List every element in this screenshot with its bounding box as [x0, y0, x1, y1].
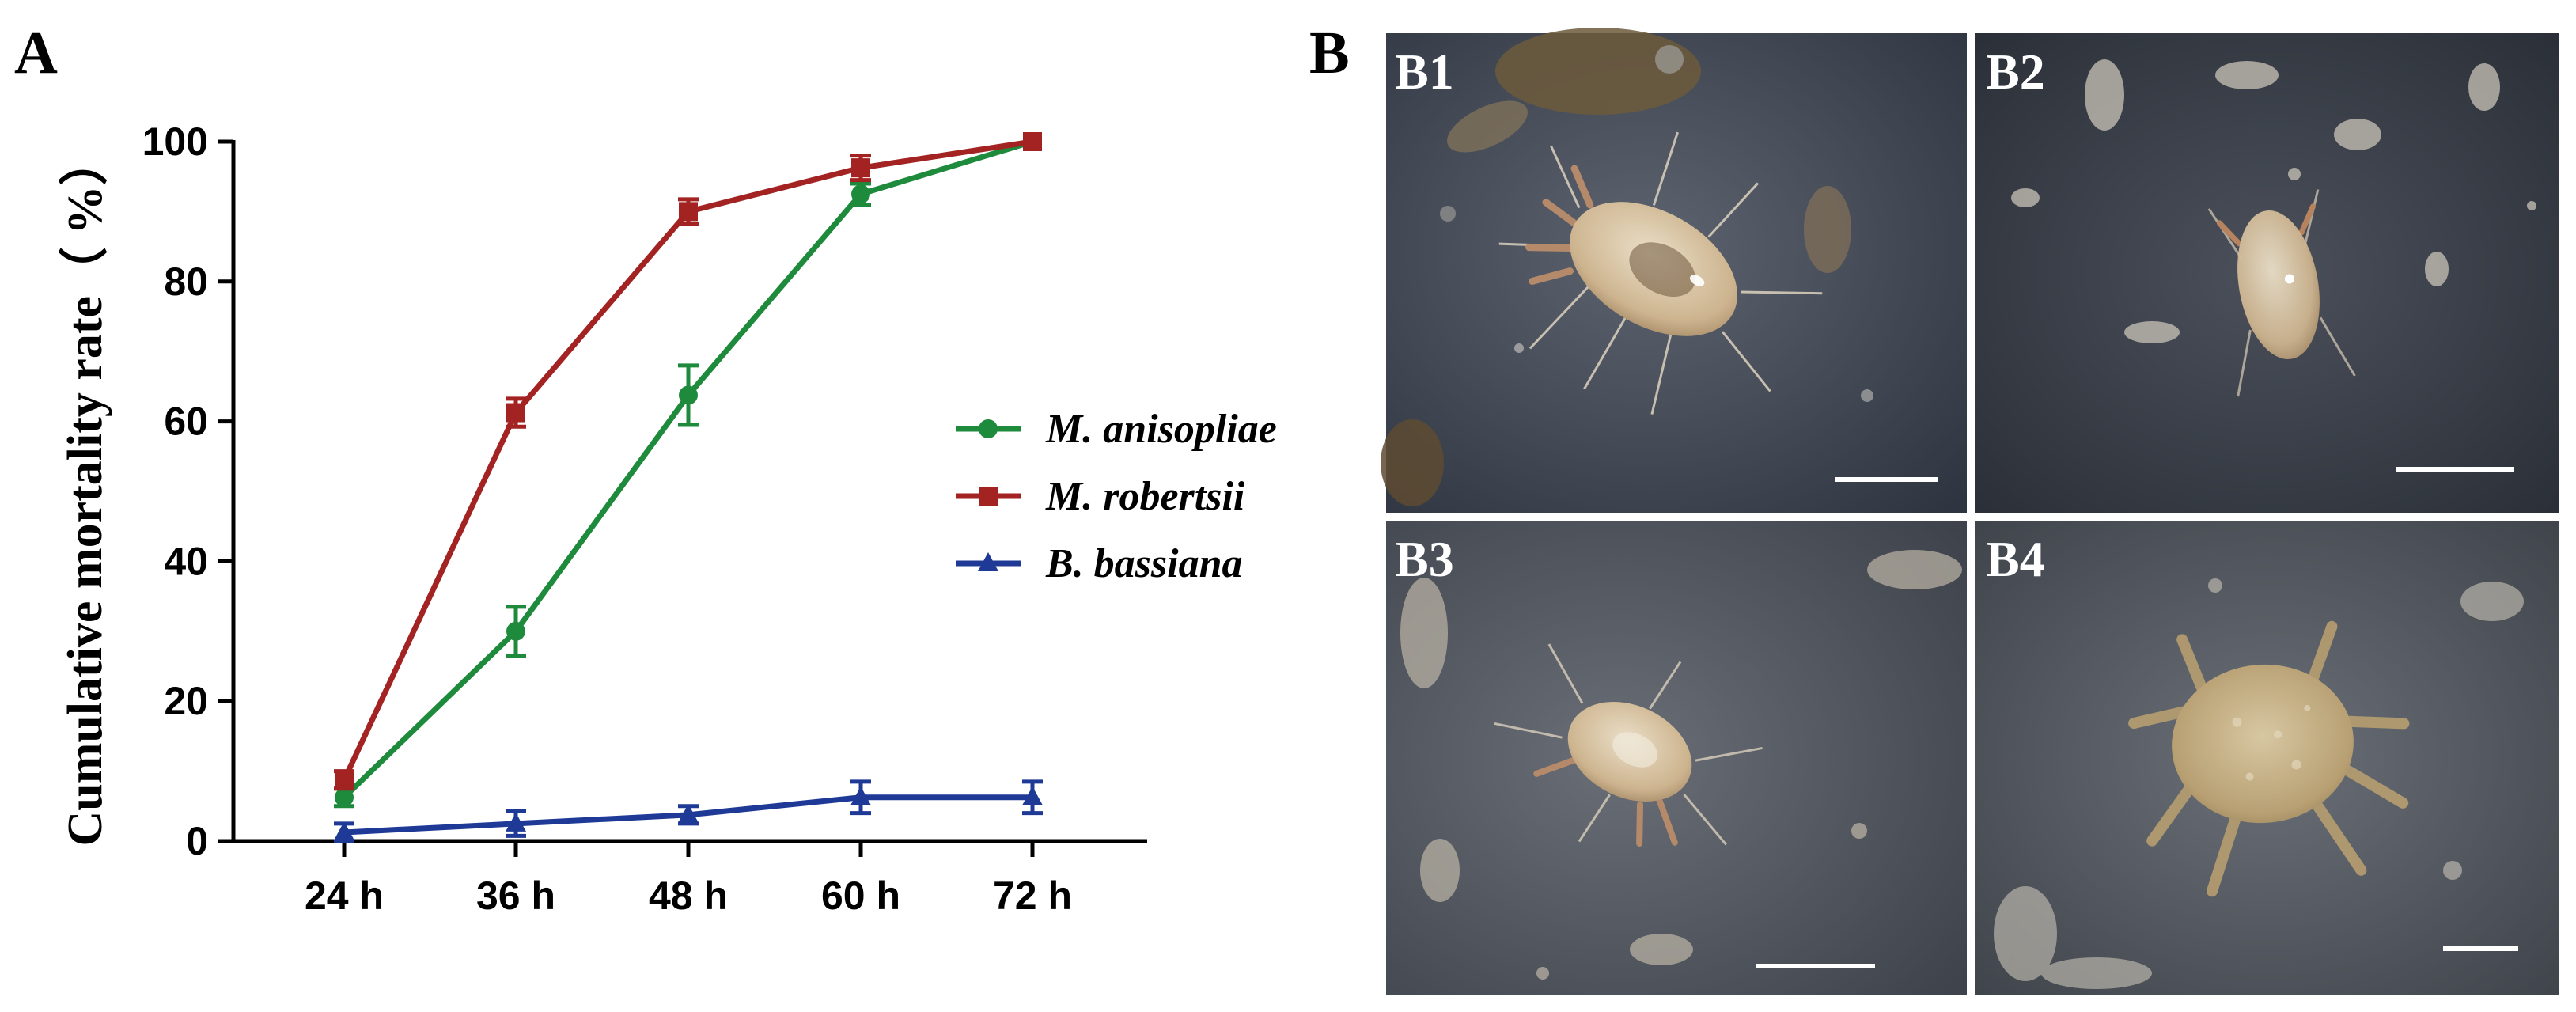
- data-point: [679, 385, 698, 405]
- series-layer: [334, 132, 1043, 843]
- data-point: [1022, 786, 1043, 805]
- data-point: [851, 158, 870, 178]
- panel-b-letter: B: [1309, 20, 1350, 86]
- mortality-line-chart: Cumulative mortality rate（ %） 0 20 40 60 80 1…: [57, 119, 1277, 918]
- legend-label: M. anisopliae: [1045, 407, 1277, 452]
- y-tick-label: 60: [164, 400, 208, 444]
- micrograph-label-b1: B1: [1395, 44, 1454, 100]
- legend-label: B. bassiana: [1045, 541, 1243, 586]
- data-point: [1023, 132, 1042, 151]
- legend-marker: [978, 552, 998, 571]
- x-ticks: 24 h 36 h 48 h 60 h 72 h: [305, 841, 1072, 918]
- scale-bar-b4: [2443, 946, 2518, 951]
- mite-b4-icon: [2128, 620, 2410, 897]
- series-2: [334, 779, 1043, 843]
- y-axis-label: Cumulative mortality rate（ %）: [57, 136, 112, 846]
- legend-label: M. robertsii: [1045, 474, 1245, 519]
- legend-marker: [979, 487, 998, 506]
- micrograph-b2: B2: [1975, 33, 2559, 513]
- y-tick-label: 0: [186, 819, 208, 863]
- series-1: [334, 132, 1042, 791]
- series-line: [341, 138, 1033, 782]
- data-point: [335, 787, 354, 807]
- panel-a-letter: A: [14, 20, 58, 86]
- scale-bar-b2: [2396, 467, 2514, 472]
- series-0: [334, 132, 1042, 809]
- y-tick-label: 100: [142, 119, 208, 164]
- data-point: [506, 812, 526, 832]
- data-point: [679, 202, 698, 222]
- y-ticks: 0 20 40 60 80 100: [142, 119, 233, 863]
- mite-b1-icon: [1498, 131, 1823, 415]
- mite-b2-icon: [2207, 189, 2356, 397]
- y-tick-label: 80: [164, 260, 208, 304]
- legend-marker: [979, 419, 998, 438]
- x-tick-label: 48 h: [649, 874, 728, 918]
- micrograph-label-b4: B4: [1986, 531, 2045, 587]
- micrograph-b3: B3: [1386, 521, 1967, 995]
- micrograph-grid: B1: [1381, 28, 2559, 995]
- y-tick-label: 40: [164, 539, 208, 583]
- scale-bar-b3: [1756, 964, 1875, 968]
- micrograph-b4: B4: [1975, 521, 2559, 995]
- data-point: [678, 803, 699, 823]
- micrograph-label-b3: B3: [1395, 531, 1454, 587]
- data-point: [335, 770, 354, 790]
- data-point: [850, 786, 871, 805]
- y-tick-label: 20: [164, 679, 208, 723]
- scale-bar-b1: [1835, 477, 1938, 482]
- mite-b3-icon: [1494, 643, 1763, 847]
- micrograph-label-b2: B2: [1986, 44, 2045, 100]
- data-point: [506, 403, 525, 423]
- data-point: [851, 184, 870, 204]
- micrograph-b1: B1: [1381, 28, 1967, 513]
- series-line: [342, 138, 1034, 800]
- x-tick-label: 72 h: [993, 874, 1072, 918]
- legend: M. anisopliae M. robertsii B. bassiana: [956, 407, 1277, 586]
- x-tick-label: 60 h: [821, 874, 900, 918]
- x-tick-label: 36 h: [476, 874, 555, 918]
- data-point: [334, 821, 354, 840]
- gutter-horizontal: [1386, 513, 2559, 521]
- data-point: [506, 621, 525, 641]
- x-tick-label: 24 h: [305, 874, 384, 918]
